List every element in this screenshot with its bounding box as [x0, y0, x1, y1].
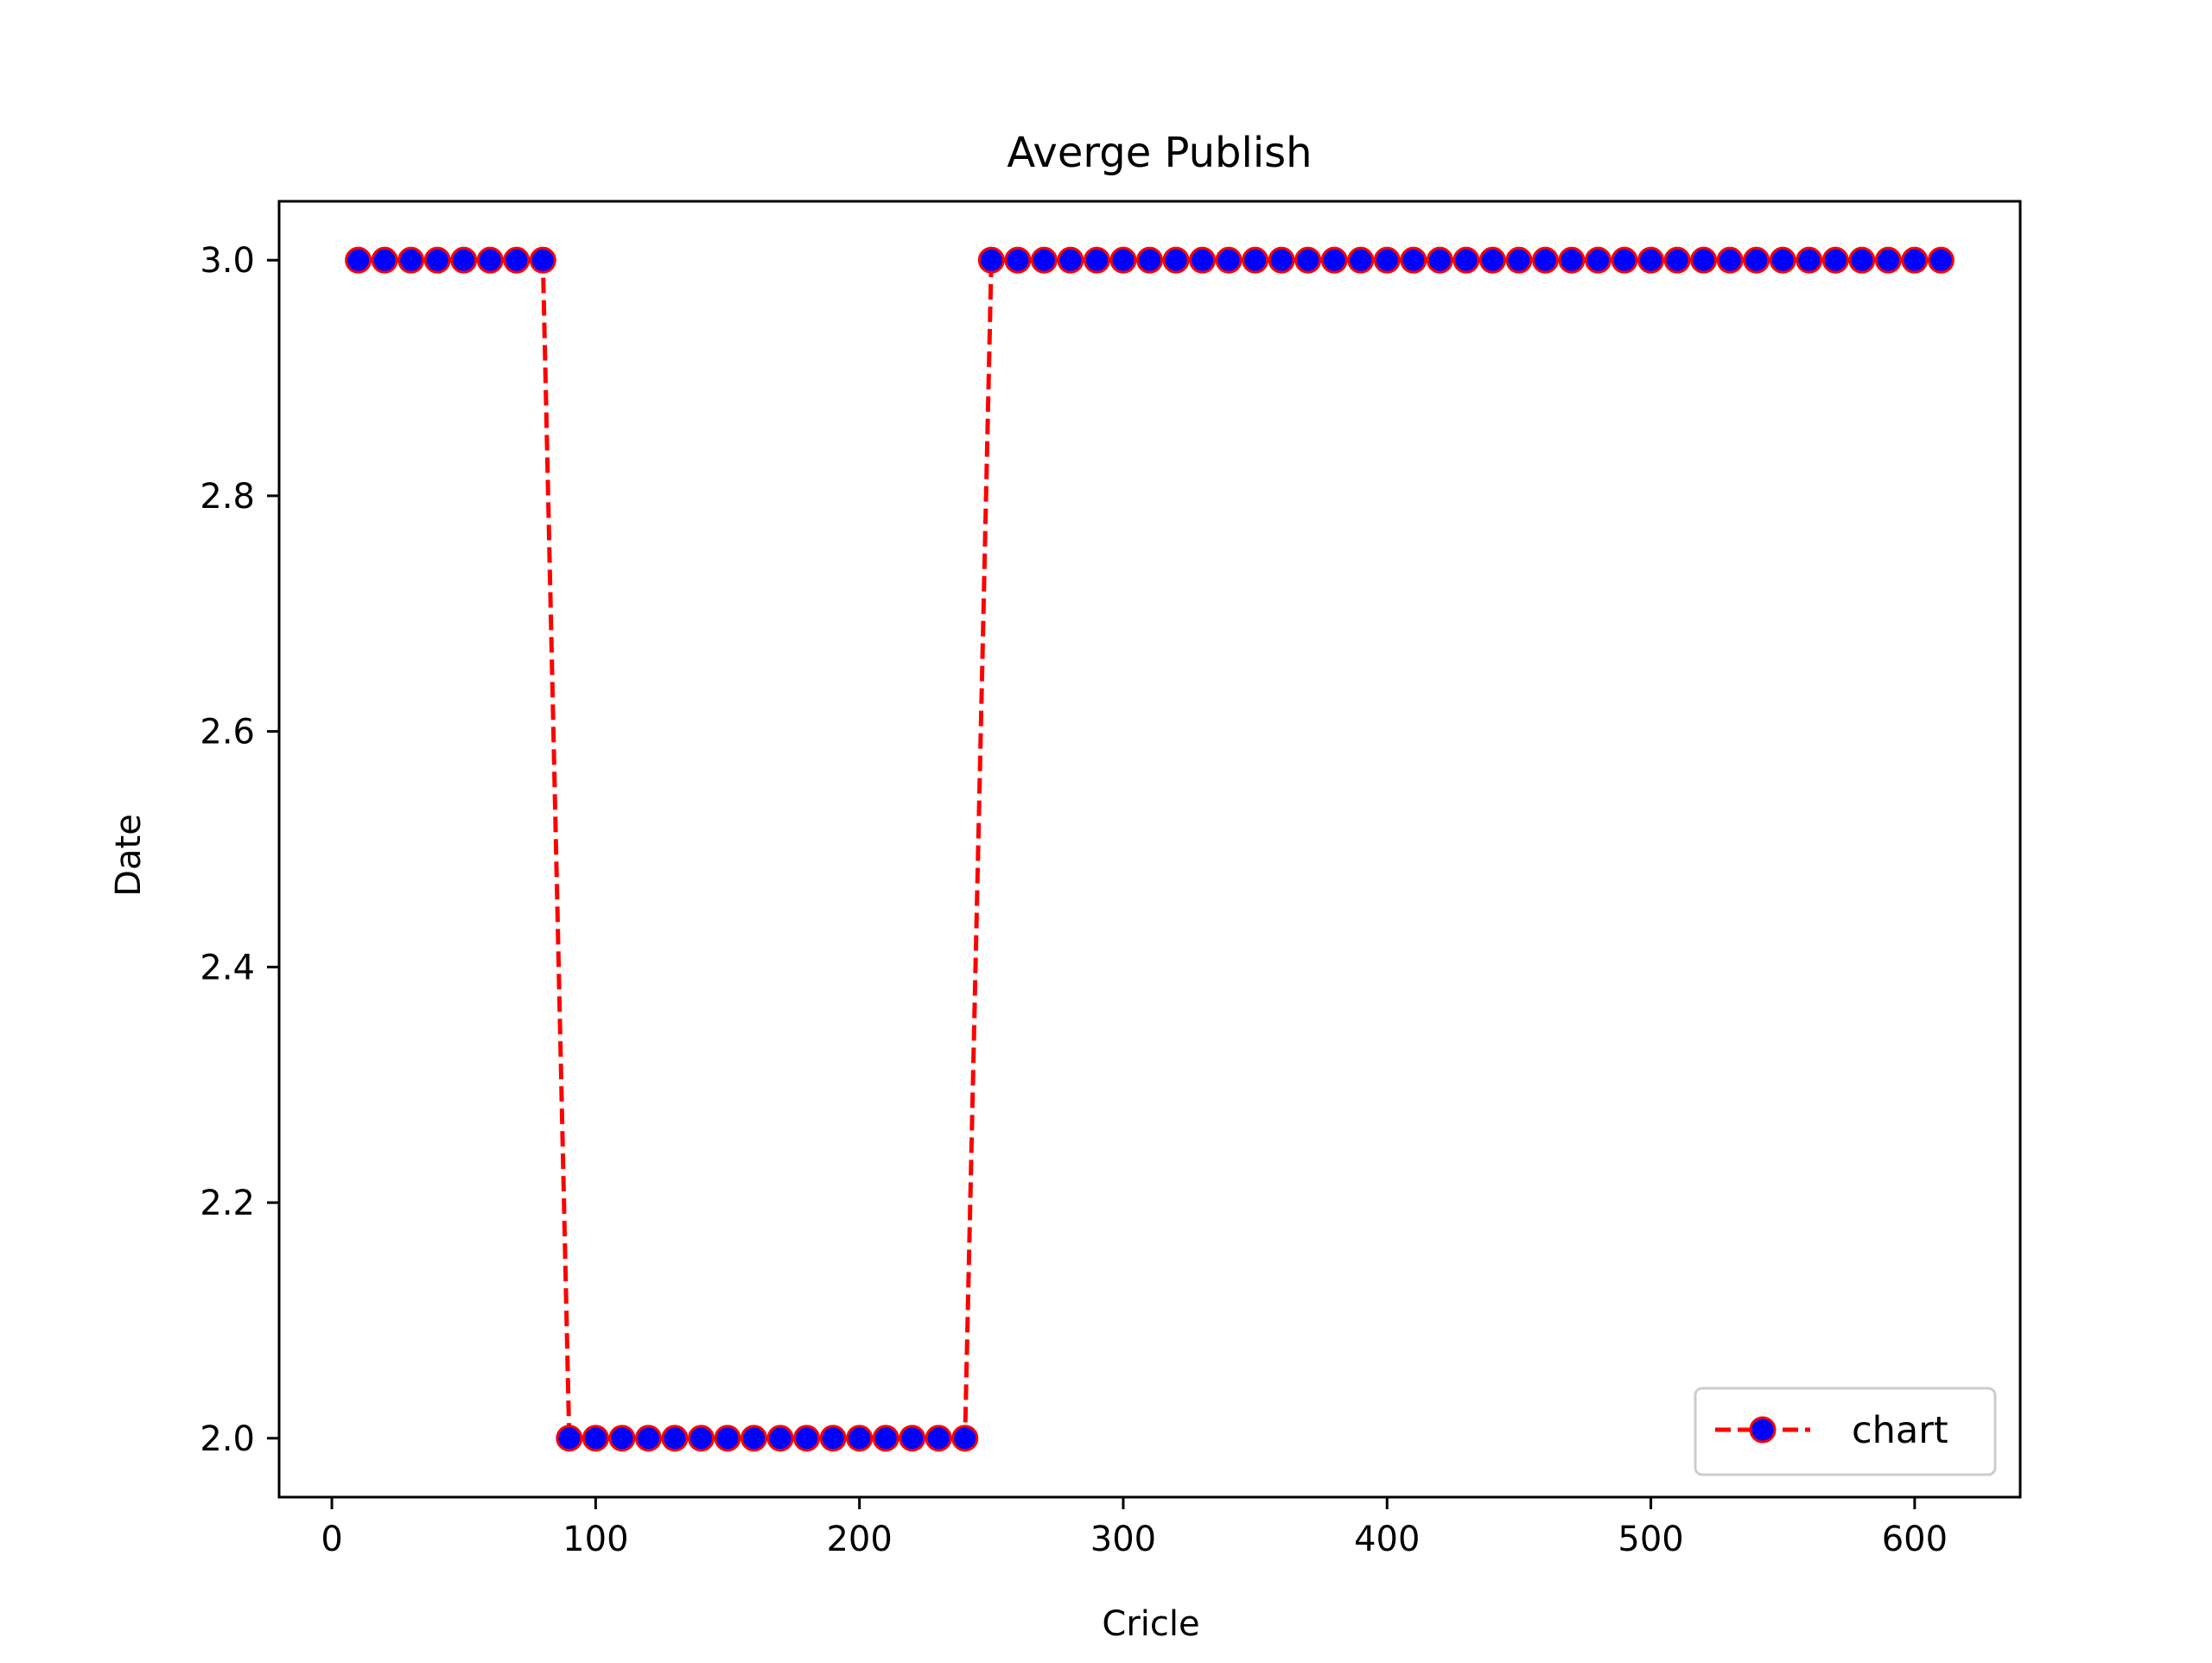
data-point-marker: [925, 1425, 952, 1452]
data-point-marker: [1268, 246, 1295, 274]
data-point-marker: [1136, 246, 1163, 274]
data-point-marker: [1452, 246, 1480, 274]
data-point-marker: [1743, 246, 1770, 274]
data-point-marker: [977, 246, 1005, 274]
data-point-marker: [1189, 246, 1217, 274]
x-axis-label: Cricle: [1102, 1604, 1199, 1644]
x-tick-label: 0: [321, 1520, 342, 1559]
data-point-marker: [582, 1425, 609, 1452]
x-tick-label: 500: [1618, 1520, 1683, 1559]
data-point-marker: [1373, 246, 1401, 274]
data-point-marker: [503, 246, 531, 274]
data-point-marker: [951, 1425, 979, 1452]
data-point-marker: [634, 1425, 662, 1452]
data-point-marker: [1716, 246, 1744, 274]
data-point-marker: [1030, 246, 1058, 274]
data-point-marker: [450, 246, 478, 274]
data-point-marker: [1531, 246, 1559, 274]
y-tick-label: 2.4: [200, 948, 255, 987]
data-point-marker: [1769, 246, 1796, 274]
x-tick-label: 600: [1882, 1520, 1948, 1559]
data-point-marker: [608, 1425, 636, 1452]
y-tick-label: 2.2: [200, 1184, 255, 1223]
data-point-marker: [1400, 246, 1427, 274]
x-tick-label: 300: [1090, 1520, 1156, 1559]
data-point-marker: [1004, 246, 1032, 274]
data-point-marker: [1505, 246, 1533, 274]
data-point-marker: [1294, 246, 1322, 274]
data-point-marker: [1426, 246, 1453, 274]
x-tick-label: 400: [1354, 1520, 1420, 1559]
legend: chart: [1694, 1387, 1997, 1476]
data-point-marker: [345, 246, 372, 274]
ticks-layer: 0 100 200 300 400 500 600 2.0 2.2 2.4 2.6 2.8 3.0: [200, 241, 1948, 1559]
data-point-marker: [1585, 246, 1612, 274]
data-point-marker: [1848, 246, 1876, 274]
data-point-marker: [1611, 246, 1638, 274]
data-point-marker: [1901, 246, 1929, 274]
x-tick-label: 200: [826, 1520, 892, 1559]
data-point-marker: [1663, 246, 1691, 274]
data-point-marker: [371, 246, 398, 274]
data-point-marker: [1215, 246, 1243, 274]
data-point-marker: [1874, 246, 1902, 274]
data-point-marker: [476, 246, 504, 274]
data-point-marker: [423, 246, 451, 274]
data-point-marker: [1796, 246, 1823, 274]
data-point-marker: [819, 1425, 847, 1452]
data-point-marker: [1690, 246, 1718, 274]
data-point-marker: [846, 1425, 874, 1452]
y-axis-label: Date: [109, 814, 149, 897]
data-point-marker: [1083, 246, 1110, 274]
y-tick-label: 2.6: [200, 713, 255, 752]
data-point-marker: [1109, 246, 1137, 274]
data-point-marker: [1347, 246, 1375, 274]
legend-box: [1694, 1387, 1997, 1476]
data-point-marker: [661, 1425, 689, 1452]
y-tick-label: 2.8: [200, 477, 255, 517]
data-point-marker: [1478, 246, 1506, 274]
legend-label-chart: chart: [1852, 1409, 1948, 1452]
data-point-marker: [899, 1425, 926, 1452]
chart-title: Averge Publish: [1007, 129, 1312, 177]
data-point-marker: [1927, 246, 1955, 274]
data-point-marker: [741, 1425, 768, 1452]
data-point-marker: [1162, 246, 1190, 274]
data-point-marker: [793, 1425, 821, 1452]
plot-frame: [277, 200, 2022, 1499]
data-point-marker: [1821, 246, 1849, 274]
legend-marker-sample: [1749, 1416, 1777, 1444]
data-point-marker: [1057, 246, 1084, 274]
plot-layer: [345, 246, 1955, 1452]
data-point-marker: [1558, 246, 1586, 274]
data-point-marker: [1320, 246, 1348, 274]
data-point-marker: [1637, 246, 1665, 274]
y-tick-label: 3.0: [200, 241, 255, 281]
data-point-marker: [529, 246, 556, 274]
data-point-marker: [714, 1425, 741, 1452]
x-tick-label: 100: [563, 1520, 628, 1559]
data-point-marker: [556, 1425, 583, 1452]
y-tick-label: 2.0: [200, 1419, 255, 1459]
data-point-marker: [687, 1425, 715, 1452]
data-point-marker: [872, 1425, 899, 1452]
data-point-marker: [1242, 246, 1269, 274]
data-point-marker: [766, 1425, 794, 1452]
data-point-marker: [397, 246, 425, 274]
